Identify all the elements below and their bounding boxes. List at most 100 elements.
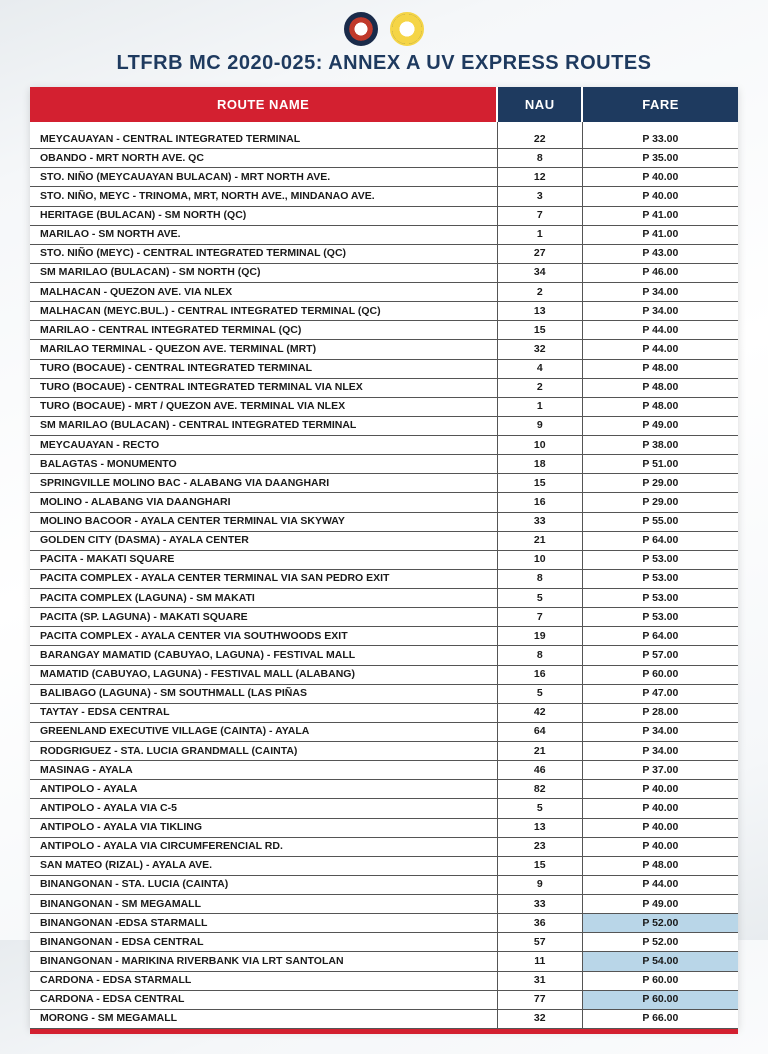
table-row: MEYCAUAYAN - CENTRAL INTEGRATED TERMINAL… — [30, 130, 738, 149]
cell-fare: P 48.00 — [582, 378, 738, 397]
cell-route: MOLINO - ALABANG VIA DAANGHARI — [30, 493, 497, 512]
table-row: BINANGONAN - STA. LUCIA (CAINTA)9P 44.00 — [30, 875, 738, 894]
cell-fare: P 34.00 — [582, 722, 738, 741]
cell-route: ANTIPOLO - AYALA — [30, 780, 497, 799]
agency-logo-1 — [344, 12, 378, 46]
cell-nau: 64 — [497, 722, 582, 741]
cell-route: CARDONA - EDSA STARMALL — [30, 971, 497, 990]
table-row: PACITA (SP. LAGUNA) - MAKATI SQUARE7P 53… — [30, 608, 738, 627]
cell-route: OBANDO - MRT NORTH AVE. QC — [30, 149, 497, 168]
routes-table: ROUTE NAME NAU FARE MEYCAUAYAN - CENTRAL… — [30, 87, 738, 1029]
cell-fare: P 29.00 — [582, 474, 738, 493]
cell-route: MEYCAUAYAN - CENTRAL INTEGRATED TERMINAL — [30, 130, 497, 149]
cell-nau: 7 — [497, 608, 582, 627]
cell-route: PACITA COMPLEX - AYALA CENTER VIA SOUTHW… — [30, 627, 497, 646]
table-row: BINANGONAN - SM MEGAMALL33P 49.00 — [30, 895, 738, 914]
cell-fare: P 44.00 — [582, 340, 738, 359]
cell-nau: 42 — [497, 703, 582, 722]
cell-nau: 10 — [497, 436, 582, 455]
cell-route: SAN MATEO (RIZAL) - AYALA AVE. — [30, 856, 497, 875]
table-row: SAN MATEO (RIZAL) - AYALA AVE.15P 48.00 — [30, 856, 738, 875]
cell-fare: P 54.00 — [582, 952, 738, 971]
cell-fare: P 43.00 — [582, 244, 738, 263]
cell-fare: P 49.00 — [582, 895, 738, 914]
cell-fare: P 48.00 — [582, 397, 738, 416]
cell-route: BARANGAY MAMATID (CABUYAO, LAGUNA) - FES… — [30, 646, 497, 665]
cell-nau: 15 — [497, 474, 582, 493]
cell-route: PACITA (SP. LAGUNA) - MAKATI SQUARE — [30, 608, 497, 627]
cell-nau: 9 — [497, 875, 582, 894]
spacer-row — [30, 122, 738, 130]
cell-fare: P 47.00 — [582, 684, 738, 703]
cell-route: MASINAG - AYALA — [30, 761, 497, 780]
cell-route: BALIBAGO (LAGUNA) - SM SOUTHMALL (LAS PI… — [30, 684, 497, 703]
cell-nau: 3 — [497, 187, 582, 206]
cell-nau: 23 — [497, 837, 582, 856]
cell-nau: 18 — [497, 455, 582, 474]
cell-nau: 5 — [497, 589, 582, 608]
bottom-accent-bar — [30, 1029, 738, 1034]
cell-nau: 4 — [497, 359, 582, 378]
cell-fare: P 60.00 — [582, 990, 738, 1009]
cell-nau: 77 — [497, 990, 582, 1009]
cell-fare: P 48.00 — [582, 856, 738, 875]
cell-nau: 8 — [497, 569, 582, 588]
cell-fare: P 28.00 — [582, 703, 738, 722]
cell-fare: P 40.00 — [582, 168, 738, 187]
table-row: PACITA COMPLEX - AYALA CENTER TERMINAL V… — [30, 569, 738, 588]
table-row: BARANGAY MAMATID (CABUYAO, LAGUNA) - FES… — [30, 646, 738, 665]
cell-route: BINANGONAN - SM MEGAMALL — [30, 895, 497, 914]
table-row: MEYCAUAYAN - RECTO10P 38.00 — [30, 436, 738, 455]
table-row: STO. NIÑO (MEYC) - CENTRAL INTEGRATED TE… — [30, 244, 738, 263]
cell-fare: P 53.00 — [582, 569, 738, 588]
table-header-row: ROUTE NAME NAU FARE — [30, 87, 738, 122]
cell-fare: P 35.00 — [582, 149, 738, 168]
table-row: TURO (BOCAUE) - CENTRAL INTEGRATED TERMI… — [30, 359, 738, 378]
cell-route: MAMATID (CABUYAO, LAGUNA) - FESTIVAL MAL… — [30, 665, 497, 684]
table-row: PACITA COMPLEX - AYALA CENTER VIA SOUTHW… — [30, 627, 738, 646]
table-row: MAMATID (CABUYAO, LAGUNA) - FESTIVAL MAL… — [30, 665, 738, 684]
table-row: MARILAO TERMINAL - QUEZON AVE. TERMINAL … — [30, 340, 738, 359]
cell-route: RODGRIGUEZ - STA. LUCIA GRANDMALL (CAINT… — [30, 742, 497, 761]
table-row: MORONG - SM MEGAMALL32P 66.00 — [30, 1009, 738, 1028]
cell-route: SM MARILAO (BULACAN) - CENTRAL INTEGRATE… — [30, 416, 497, 435]
cell-route: STO. NIÑO (MEYC) - CENTRAL INTEGRATED TE… — [30, 244, 497, 263]
cell-nau: 8 — [497, 149, 582, 168]
table-row: BINANGONAN - MARIKINA RIVERBANK VIA LRT … — [30, 952, 738, 971]
cell-nau: 32 — [497, 1009, 582, 1028]
cell-fare: P 55.00 — [582, 512, 738, 531]
col-header-fare: FARE — [582, 87, 738, 122]
cell-fare: P 37.00 — [582, 761, 738, 780]
cell-nau: 19 — [497, 627, 582, 646]
cell-fare: P 49.00 — [582, 416, 738, 435]
table-row: MARILAO - SM NORTH AVE.1P 41.00 — [30, 225, 738, 244]
cell-fare: P 66.00 — [582, 1009, 738, 1028]
cell-route: HERITAGE (BULACAN) - SM NORTH (QC) — [30, 206, 497, 225]
table-row: ANTIPOLO - AYALA VIA CIRCUMFERENCIAL RD.… — [30, 837, 738, 856]
cell-nau: 13 — [497, 818, 582, 837]
cell-nau: 15 — [497, 321, 582, 340]
cell-nau: 16 — [497, 665, 582, 684]
cell-route: ANTIPOLO - AYALA VIA CIRCUMFERENCIAL RD. — [30, 837, 497, 856]
table-row: SPRINGVILLE MOLINO BAC - ALABANG VIA DAA… — [30, 474, 738, 493]
cell-nau: 31 — [497, 971, 582, 990]
cell-route: PACITA COMPLEX (LAGUNA) - SM MAKATI — [30, 589, 497, 608]
logo-row — [30, 12, 738, 46]
table-row: BINANGONAN -EDSA STARMALL36P 52.00 — [30, 914, 738, 933]
table-row: MOLINO - ALABANG VIA DAANGHARI16P 29.00 — [30, 493, 738, 512]
cell-fare: P 40.00 — [582, 799, 738, 818]
cell-fare: P 60.00 — [582, 665, 738, 684]
table-row: PACITA - MAKATI SQUARE10P 53.00 — [30, 550, 738, 569]
cell-route: ANTIPOLO - AYALA VIA TIKLING — [30, 818, 497, 837]
cell-fare: P 57.00 — [582, 646, 738, 665]
cell-nau: 34 — [497, 263, 582, 282]
cell-nau: 27 — [497, 244, 582, 263]
table-row: ANTIPOLO - AYALA VIA TIKLING13P 40.00 — [30, 818, 738, 837]
table-row: STO. NIÑO, MEYC - TRINOMA, MRT, NORTH AV… — [30, 187, 738, 206]
cell-fare: P 53.00 — [582, 589, 738, 608]
cell-route: CARDONA - EDSA CENTRAL — [30, 990, 497, 1009]
cell-fare: P 29.00 — [582, 493, 738, 512]
cell-route: SM MARILAO (BULACAN) - SM NORTH (QC) — [30, 263, 497, 282]
cell-route: GREENLAND EXECUTIVE VILLAGE (CAINTA) - A… — [30, 722, 497, 741]
cell-fare: P 64.00 — [582, 531, 738, 550]
